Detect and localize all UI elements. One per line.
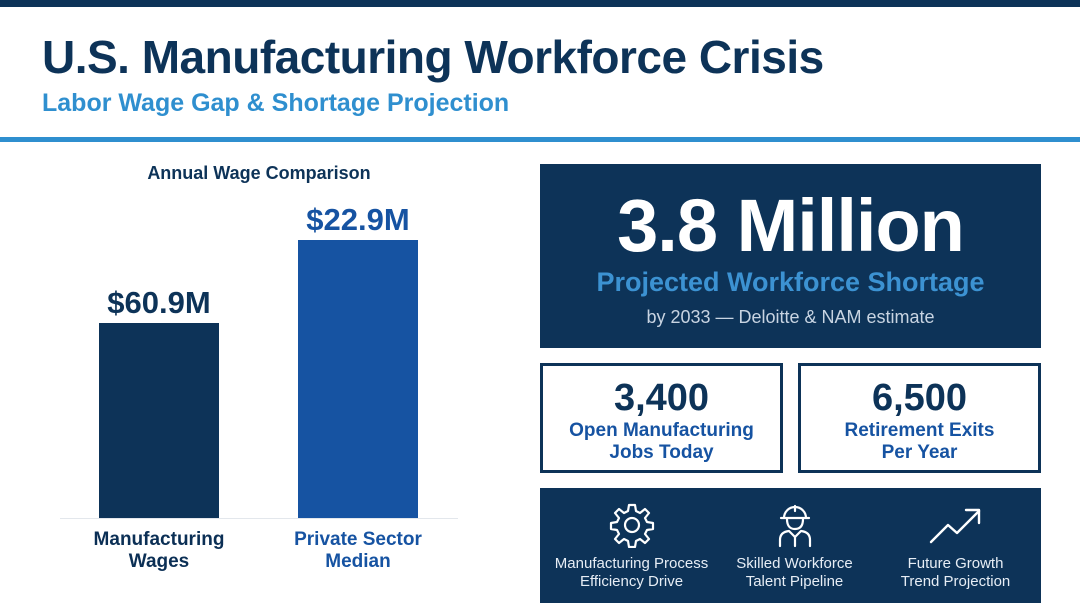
initiative-label-line: Trend Projection bbox=[900, 573, 1011, 590]
shortage-source-note: by 2033 — Deloitte & NAM estimate bbox=[646, 307, 935, 327]
bar-1 bbox=[298, 240, 418, 518]
initiative-talent-pipeline: Skilled Workforce Talent Pipeline bbox=[711, 488, 878, 603]
category-label-line: Manufacturing bbox=[93, 529, 225, 550]
bar-value-label: $60.9M bbox=[107, 285, 210, 320]
stat-value: 6,500 bbox=[871, 377, 968, 419]
category-label-manufacturing: Manufacturing Wages bbox=[69, 529, 249, 573]
initiatives-panel: Manufacturing Process Efficiency Drive S… bbox=[540, 488, 1041, 603]
initiative-process-efficiency: Manufacturing Process Efficiency Drive bbox=[548, 488, 715, 603]
stat-label: Retirement Exits Per Year bbox=[801, 420, 1038, 464]
page-title: U.S. Manufacturing Workforce Crisis bbox=[42, 31, 824, 83]
initiative-label: Manufacturing Process Efficiency Drive bbox=[548, 555, 715, 591]
stat-label: Open Manufacturing Jobs Today bbox=[543, 420, 780, 464]
initiative-label-line: Future Growth bbox=[907, 555, 1004, 572]
initiative-label-line: Talent Pipeline bbox=[745, 573, 844, 590]
category-label-private-sector: Private Sector Median bbox=[268, 529, 448, 573]
shortage-value: 3.8 Million bbox=[617, 184, 965, 267]
category-label-line: Private Sector bbox=[294, 529, 422, 550]
initiative-label-line: Skilled Workforce bbox=[736, 555, 853, 572]
gear-icon bbox=[609, 503, 655, 548]
bar-value-label: $22.9M bbox=[306, 202, 409, 237]
worker-icon bbox=[778, 504, 812, 548]
page-subtitle: Labor Wage Gap & Shortage Projection bbox=[42, 89, 510, 117]
initiative-label-line: Manufacturing Process bbox=[554, 555, 709, 572]
category-label-line: Wages bbox=[128, 551, 190, 572]
shortage-hero-card: 3.8 Million Projected Workforce Shortage… bbox=[540, 164, 1041, 348]
stat-label-line: Jobs Today bbox=[609, 442, 714, 463]
initiative-growth-trend: Future Growth Trend Projection bbox=[872, 488, 1039, 603]
category-label-line: Median bbox=[325, 551, 391, 572]
initiative-label-line: Efficiency Drive bbox=[579, 573, 684, 590]
stat-label-line: Open Manufacturing bbox=[569, 420, 754, 441]
wage-bar-chart: $60.9M $22.9M bbox=[60, 202, 458, 519]
bar-0 bbox=[99, 323, 219, 518]
stat-label-line: Retirement Exits bbox=[844, 420, 995, 441]
initiative-label: Skilled Workforce Talent Pipeline bbox=[711, 555, 878, 591]
chart-title: Annual Wage Comparison bbox=[147, 163, 371, 183]
stat-value: 3,400 bbox=[613, 377, 710, 419]
top-accent-bar bbox=[0, 0, 1080, 7]
shortage-label: Projected Workforce Shortage bbox=[596, 267, 985, 297]
stat-card-retirements: 6,500 Retirement Exits Per Year bbox=[798, 363, 1041, 473]
initiative-label: Future Growth Trend Projection bbox=[872, 555, 1039, 591]
trend-up-icon bbox=[929, 508, 981, 544]
stat-card-open-jobs: 3,400 Open Manufacturing Jobs Today bbox=[540, 363, 783, 473]
stat-label-line: Per Year bbox=[881, 442, 958, 463]
header-divider bbox=[0, 137, 1080, 142]
